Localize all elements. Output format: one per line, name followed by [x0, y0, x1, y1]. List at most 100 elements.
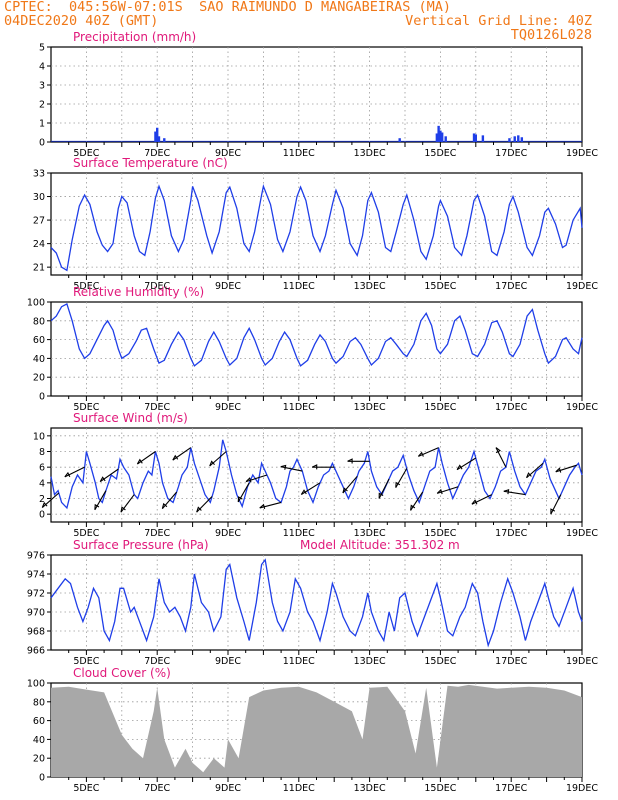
precip-bar	[437, 125, 440, 142]
wind-arrow	[137, 451, 156, 465]
wind-arrow-head	[280, 464, 287, 470]
x-tick-label: 9DEC	[215, 402, 241, 413]
precip-bar	[513, 136, 516, 142]
wind-arrow	[410, 491, 424, 511]
x-tick-label: 15DEC	[424, 402, 456, 413]
x-tick-label: 9DEC	[215, 148, 241, 159]
panel-title: Relative Humidity (%)	[73, 285, 204, 299]
wind-arrow-head	[196, 506, 202, 513]
y-tick-label: 976	[27, 551, 45, 562]
y-tick-label: 33	[33, 169, 45, 180]
wind-arrow	[120, 494, 135, 513]
x-tick-label: 17DEC	[495, 656, 527, 667]
panel-frame-2	[50, 301, 583, 397]
wind-arrow	[456, 457, 477, 471]
wind-arrow-head	[311, 464, 318, 470]
y-tick-label: 966	[27, 646, 45, 657]
cloud-cover-area	[51, 684, 582, 777]
y-tick-label: 20	[33, 373, 45, 384]
y-tick-label: 60	[33, 716, 45, 727]
y-tick-label: 0	[39, 510, 45, 521]
model-id: TQ0126L028	[510, 27, 592, 43]
x-tick-label: 9DEC	[215, 528, 241, 539]
wind-arrow-head	[471, 499, 478, 505]
wind-arrow	[161, 491, 178, 510]
precip-bar	[472, 133, 476, 142]
y-tick-label: 30	[33, 192, 45, 203]
wind-arrow-head	[456, 464, 463, 470]
wind-arrow	[237, 482, 250, 503]
grid-line-note: Vertical Grid Line: 40Z	[405, 13, 592, 29]
x-tick-label: 13DEC	[354, 656, 386, 667]
y-tick-label: 972	[27, 589, 45, 600]
precip-bar	[154, 131, 157, 142]
wind-arrow-head	[41, 501, 48, 508]
wind-arrow	[301, 482, 321, 495]
y-tick-label: 21	[33, 263, 45, 274]
series-line	[50, 302, 583, 367]
wind-arrow	[495, 447, 507, 468]
wind-arrow-head	[300, 489, 307, 495]
x-tick-label: 19DEC	[566, 281, 598, 292]
precip-bar	[444, 136, 447, 142]
y-tick-label: 80	[33, 316, 45, 327]
y-tick-label: 100	[27, 679, 45, 690]
series-line	[50, 439, 583, 510]
precip-bar	[435, 133, 439, 142]
y-tick-label: 2	[39, 100, 45, 111]
wind-arrow-head	[503, 489, 510, 495]
y-tick-label: 40	[33, 735, 45, 746]
wind-arrow	[526, 462, 544, 479]
x-tick-label: 5DEC	[73, 402, 99, 413]
wind-arrow	[555, 464, 577, 473]
y-tick-label: 4	[39, 478, 45, 489]
panel-frame-0	[50, 46, 583, 143]
precip-bar	[520, 137, 524, 142]
wind-arrow-head	[436, 488, 443, 495]
x-tick-label: 19DEC	[566, 148, 598, 159]
series-line	[50, 184, 583, 272]
y-tick-label: 0	[39, 773, 45, 784]
y-tick-label: 24	[33, 239, 45, 250]
run-date: 04DEC2020 40Z (GMT)	[4, 13, 159, 29]
wind-arrow-head	[495, 447, 501, 454]
y-tick-label: 100	[27, 298, 45, 309]
precip-bar	[508, 138, 511, 142]
y-tick-label: 2	[39, 494, 45, 505]
precip-bar	[163, 138, 166, 142]
y-tick-label: 5	[39, 43, 45, 54]
panel-frame-1	[50, 172, 583, 276]
x-tick-label: 11DEC	[283, 783, 315, 794]
wind-arrow-head	[172, 454, 179, 461]
wind-arrow-head	[395, 481, 401, 488]
precip-bar	[440, 132, 444, 142]
x-tick-label: 11DEC	[283, 656, 315, 667]
panel-title: Precipitation (mm/h)	[73, 30, 196, 44]
precip-bar	[517, 135, 520, 142]
wind-arrow	[259, 501, 282, 509]
panel-subtitle: Model Altitude: 351.302 m	[300, 538, 460, 552]
x-tick-label: 7DEC	[144, 783, 170, 794]
x-tick-label: 7DEC	[144, 656, 170, 667]
wind-arrow-head	[342, 487, 348, 494]
x-tick-label: 5DEC	[73, 148, 99, 159]
x-tick-label: 17DEC	[495, 281, 527, 292]
y-tick-label: 40	[33, 354, 45, 365]
precip-bar	[481, 135, 485, 142]
wind-arrow-head	[417, 451, 424, 457]
wind-arrow	[99, 468, 119, 483]
y-tick-label: 6	[39, 463, 45, 474]
x-tick-label: 17DEC	[495, 402, 527, 413]
y-tick-label: 970	[27, 608, 45, 619]
y-tick-label: 10	[33, 431, 45, 442]
y-tick-label: 20	[33, 754, 45, 765]
y-tick-label: 80	[33, 697, 45, 708]
wind-arrow-head	[161, 502, 168, 509]
x-tick-label: 9DEC	[215, 656, 241, 667]
series-line	[50, 558, 583, 648]
x-tick-label: 15DEC	[424, 528, 456, 539]
x-tick-label: 15DEC	[424, 656, 456, 667]
x-tick-label: 5DEC	[73, 528, 99, 539]
y-tick-label: 8	[39, 447, 45, 458]
